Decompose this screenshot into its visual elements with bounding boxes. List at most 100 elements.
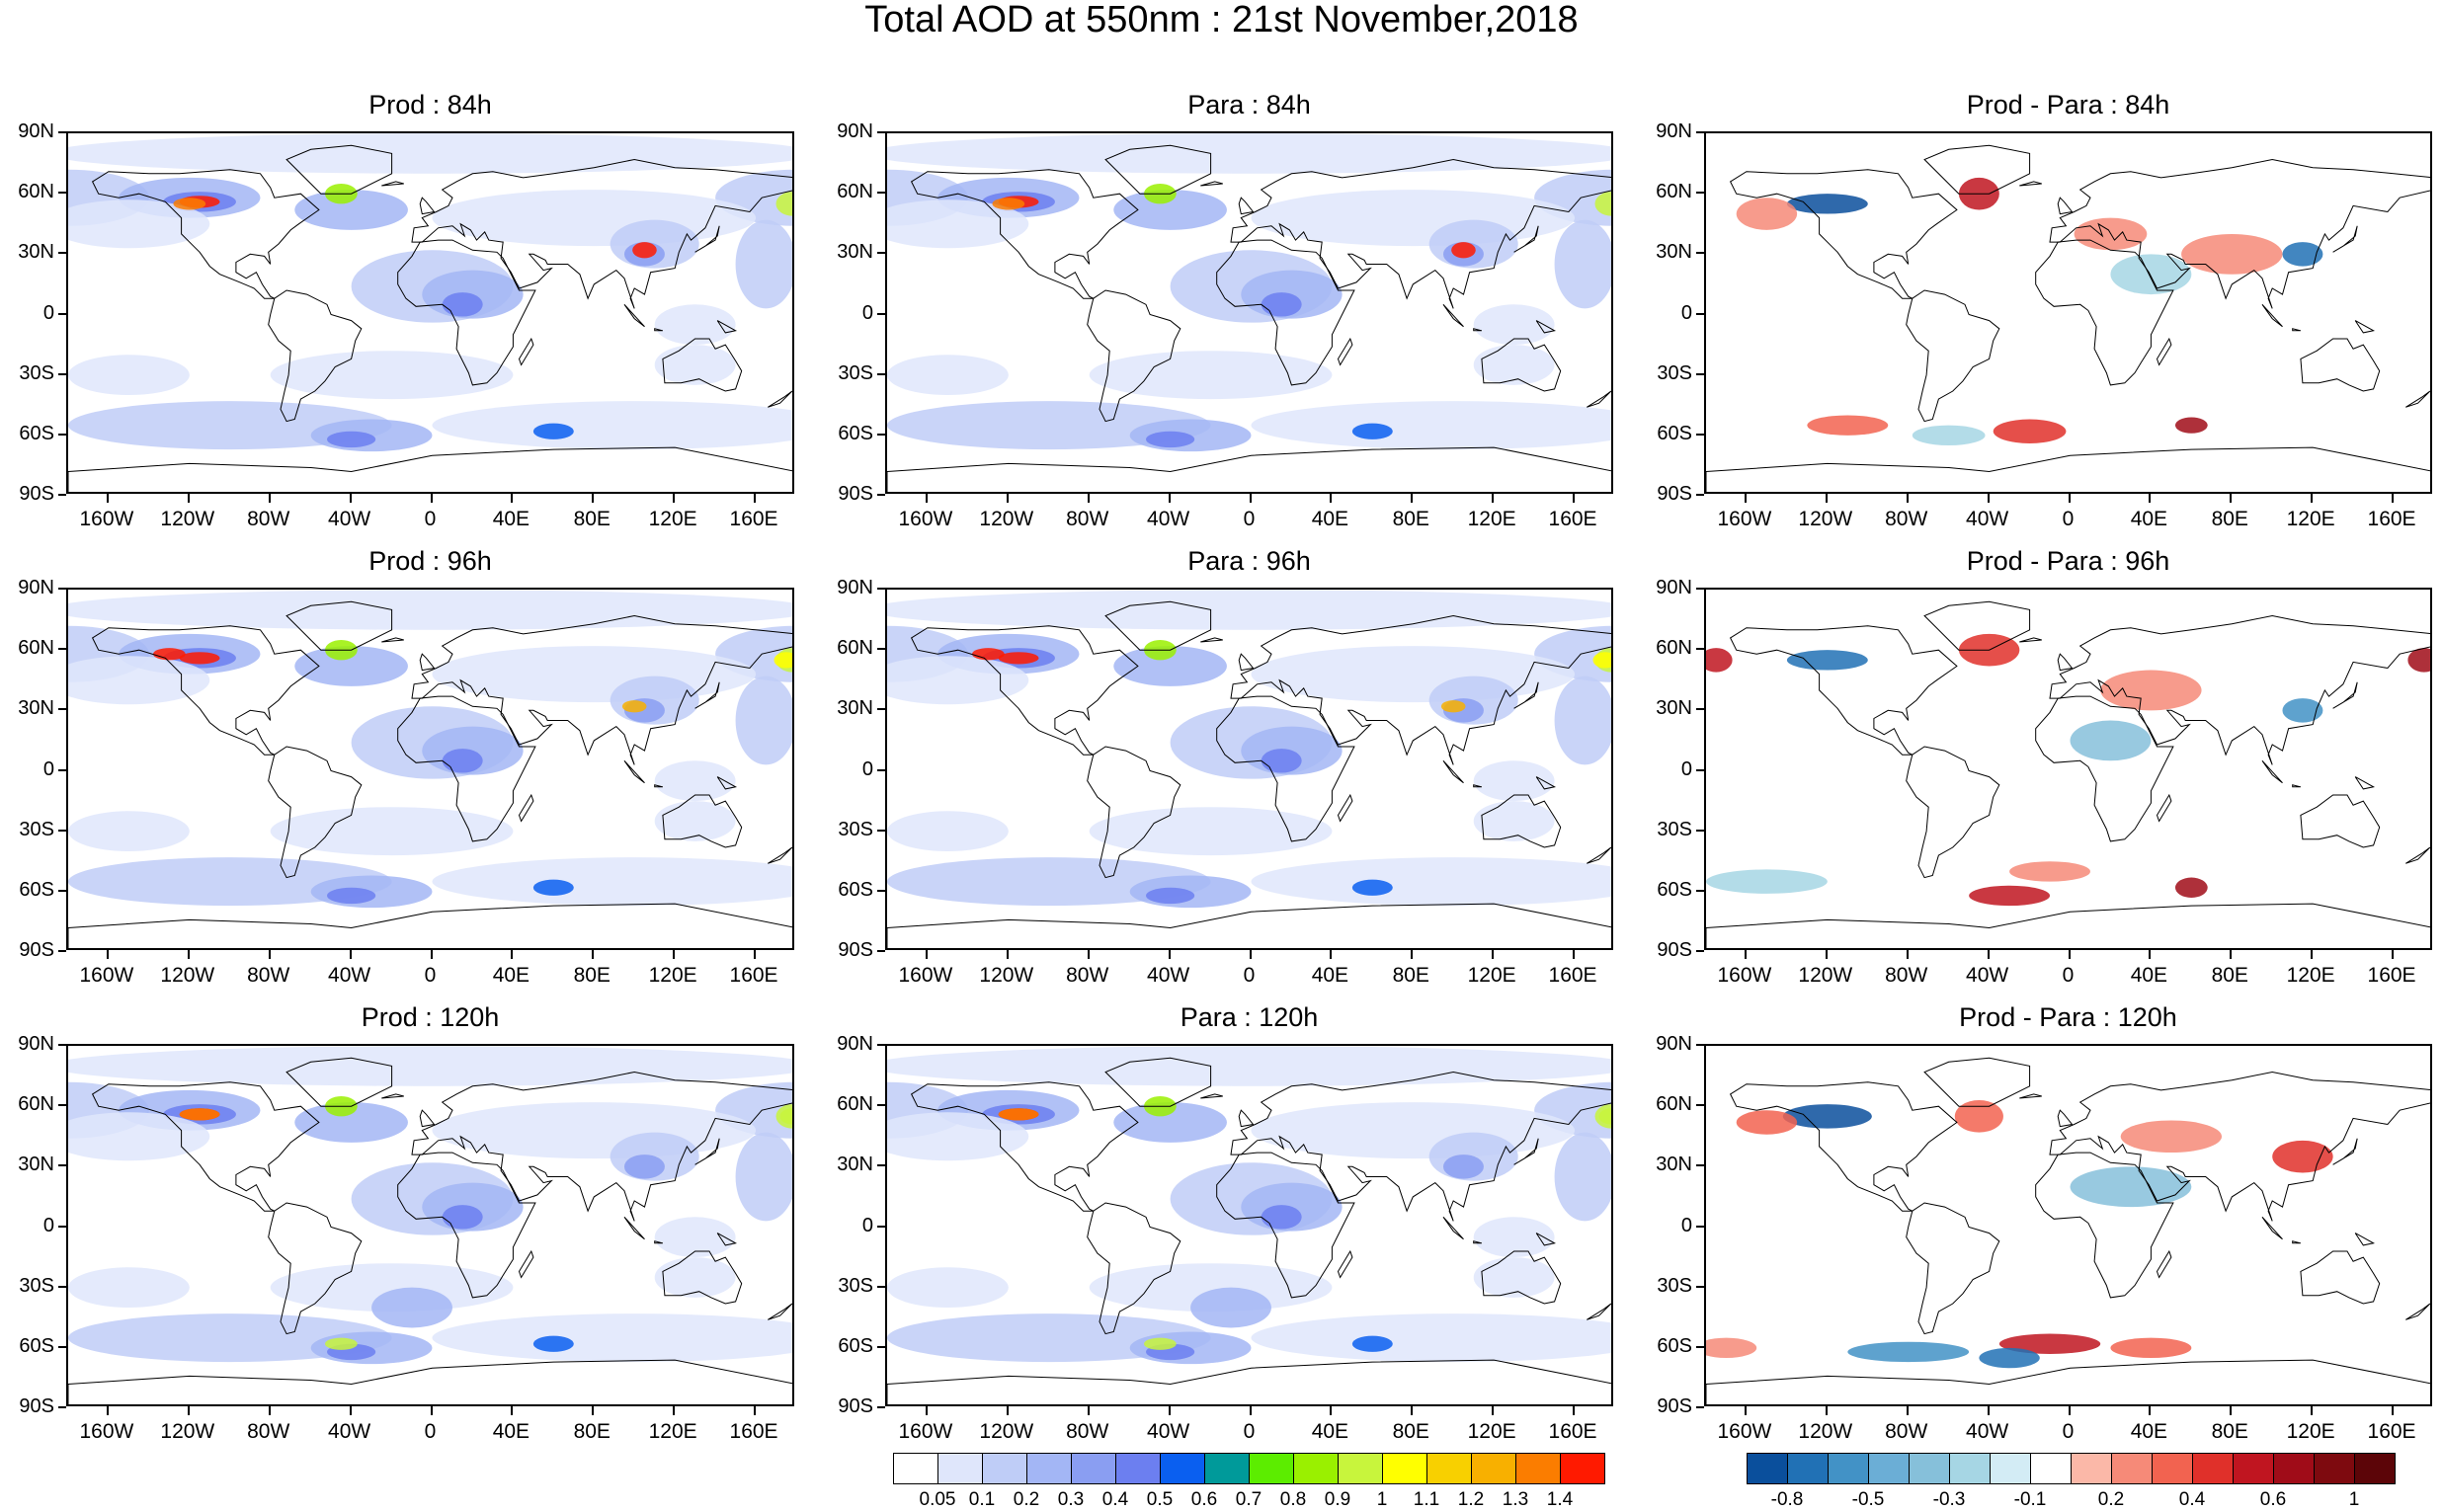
aod-field-patch (887, 811, 1009, 852)
coastline (268, 289, 363, 423)
longitude-label: 0 (2062, 964, 2075, 987)
coastline (1442, 759, 1464, 784)
latitude-label: 30S (1657, 361, 1692, 384)
colorbar-swatch (2111, 1453, 2153, 1484)
longitude-label: 160E (729, 1420, 778, 1443)
colorbar-swatch (2071, 1453, 2112, 1484)
colorbar-swatch (2152, 1453, 2193, 1484)
aod-field-patch (1473, 801, 1555, 841)
longitude-tick (1006, 494, 1009, 503)
latitude-tick (877, 768, 885, 771)
coastline (1337, 793, 1353, 823)
difference-field-patch (2282, 698, 2323, 723)
coastline (1587, 390, 1611, 408)
latitude-tick (877, 252, 885, 255)
longitude-tick (925, 1406, 928, 1415)
panel-title: Prod : 96h (368, 546, 492, 576)
longitude-label: 40E (1311, 1420, 1349, 1443)
aod-field-patch (68, 401, 392, 450)
longitude-label: 120E (1467, 508, 1516, 530)
longitude-label: 40W (328, 964, 371, 987)
latitude-tick (58, 131, 66, 133)
latitude-tick (58, 1345, 66, 1348)
coastline (1442, 1216, 1464, 1240)
coastline (910, 169, 1139, 299)
latitude-label: 0 (42, 1214, 54, 1236)
longitude-tick (2068, 1406, 2071, 1415)
latitude-tick (1696, 768, 1704, 771)
aod-field-patch (887, 401, 1211, 450)
difference-field-patch (1706, 1337, 1757, 1359)
difference-field-patch (1969, 885, 2051, 907)
longitude-tick (1825, 950, 1828, 959)
latitude-tick (1696, 192, 1704, 195)
latitude-label: 30S (838, 818, 873, 840)
coastline (716, 320, 738, 334)
aod-field-patch (179, 652, 220, 665)
aod-field-patch (654, 760, 736, 802)
difference-field-patch (1954, 1100, 2003, 1133)
longitude-tick (511, 494, 514, 503)
aod-field-patch (179, 1108, 220, 1121)
coastline (285, 1057, 393, 1107)
longitude-tick (1492, 1406, 1495, 1415)
longitude-tick (592, 494, 595, 503)
longitude-tick (106, 950, 109, 959)
difference-field-patch (1706, 648, 1733, 673)
longitude-tick (1906, 1406, 1909, 1415)
longitude-label: 40W (1147, 508, 1190, 530)
aod-field-patch (654, 801, 736, 841)
coastline (694, 681, 720, 709)
aod-field-patch (887, 1112, 1029, 1161)
aod-field-patch (1598, 1108, 1611, 1125)
colorbar-swatch (1909, 1453, 1950, 1484)
latitude-tick (58, 192, 66, 195)
colorbar-swatch (2192, 1453, 2234, 1484)
latitude-tick (1696, 708, 1704, 711)
longitude-tick (1330, 1406, 1333, 1415)
longitude-tick (268, 950, 271, 959)
latitude-tick (877, 494, 885, 496)
longitude-tick (1087, 494, 1090, 503)
coastline (910, 625, 1139, 756)
aod-field-patch (442, 292, 483, 317)
colorbar-label: -0.5 (1851, 1489, 1885, 1510)
aod-field-patch (294, 646, 408, 686)
latitude-label: 60N (837, 1093, 873, 1116)
aod-field-patch (532, 1335, 574, 1352)
longitude-tick (2230, 494, 2233, 503)
coastline (381, 181, 404, 187)
longitude-label: 80W (247, 1420, 290, 1443)
latitude-label: 60N (1656, 637, 1692, 660)
colorbar-swatch (1515, 1453, 1561, 1484)
coastline (2057, 197, 2074, 215)
coastline (1906, 1202, 2000, 1335)
latitude-label: 30S (1657, 1274, 1692, 1297)
latitude-label: 90S (1657, 939, 1692, 961)
aod-field-patch (887, 1313, 1211, 1363)
colorbar-label: 0.6 (2259, 1489, 2287, 1510)
coastline (419, 653, 436, 672)
latitude-label: 60S (1657, 1334, 1692, 1357)
latitude-label: 90S (838, 1395, 873, 1417)
difference-field-patch (1782, 1104, 1872, 1129)
colorbar-swatch (1249, 1453, 1294, 1484)
aod-field-patch (371, 1287, 452, 1328)
coastline (887, 446, 1611, 492)
latitude-label: 30S (19, 1274, 54, 1297)
longitude-label: 40E (2130, 1420, 2168, 1443)
coastline (2049, 614, 2430, 765)
aod-field-patch (735, 676, 792, 765)
coastline (623, 1216, 645, 1240)
longitude-label: 0 (2062, 508, 2075, 530)
coastline (268, 1202, 363, 1335)
coastline (2405, 390, 2430, 408)
aod-field-patch (1251, 190, 1576, 247)
coastline (1706, 903, 2430, 948)
aod-field-patch (68, 857, 392, 907)
aod-field-patch (1113, 646, 1227, 686)
latitude-label: 90N (1656, 577, 1692, 598)
latitude-label: 90S (1657, 483, 1692, 505)
longitude-label: 40W (1966, 1420, 2009, 1443)
longitude-tick (1573, 494, 1576, 503)
